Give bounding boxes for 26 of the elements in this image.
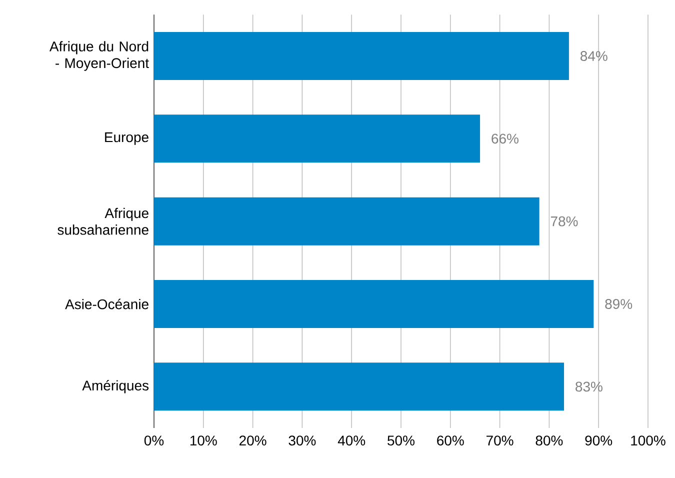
data-label: 89% (605, 299, 632, 309)
y-tick-label: Europe (105, 132, 148, 145)
x-tick-label: 70% (486, 436, 514, 446)
bar (154, 280, 594, 328)
x-tick-label: 10% (190, 436, 217, 446)
bar (154, 362, 564, 411)
bar (154, 114, 480, 163)
x-tick-label: 0% (144, 436, 164, 446)
data-label: 84% (580, 51, 608, 61)
x-tick-label: 60% (437, 436, 464, 446)
y-tick-label: Afrique du Nord - Moyen-Orient (49, 41, 149, 71)
x-tick-label: 30% (288, 436, 316, 446)
x-tick-label: 50% (388, 436, 414, 446)
x-tick-label: 20% (240, 436, 266, 446)
x-tick-label: 100% (631, 436, 666, 446)
x-tick-label: 40% (338, 436, 366, 446)
x-tick-label: 90% (585, 436, 612, 446)
data-label: 83% (576, 382, 602, 392)
data-label: 66% (492, 134, 518, 144)
data-label: 78% (550, 216, 578, 226)
y-tick-label: Afrique subsaharienne (58, 208, 148, 235)
bar (154, 197, 540, 246)
y-tick-label: Amériques (82, 380, 149, 394)
bar (154, 32, 569, 80)
x-tick-label: 80% (536, 436, 563, 446)
y-tick-label: Asie-Océanie (65, 298, 148, 310)
